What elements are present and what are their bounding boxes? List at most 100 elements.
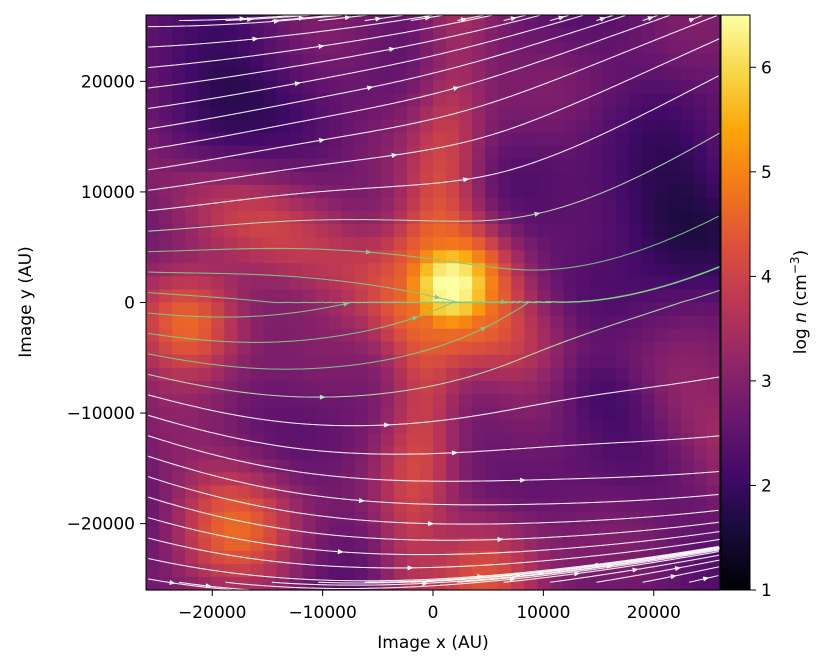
heatmap-cell [289, 197, 304, 212]
heatmap-cell [550, 459, 565, 473]
heatmap-cell [706, 380, 721, 395]
heatmap-cell [589, 407, 604, 421]
heatmap-cell [393, 289, 408, 304]
heatmap-cell [276, 237, 291, 251]
heatmap-cell [667, 341, 682, 356]
streamline-arrow [537, 570, 545, 576]
heatmap-cell [446, 250, 460, 264]
heatmap-cell [380, 184, 395, 199]
heatmap-cell [589, 433, 604, 447]
heatmap-cell [211, 145, 225, 160]
heatmap-cell [419, 433, 434, 447]
heatmap-cell [446, 459, 460, 473]
heatmap-cell [667, 224, 682, 238]
heatmap-cell [433, 550, 447, 565]
heatmap-cell [354, 341, 369, 356]
heatmap-cell [446, 224, 460, 238]
heatmap-cell [628, 289, 643, 304]
heatmap-cell [459, 393, 473, 408]
heatmap-cell [654, 393, 669, 408]
heatmap-cell [237, 289, 251, 304]
heatmap-cell [172, 224, 186, 238]
x-axis-label: Image x (AU) [377, 633, 488, 653]
heatmap-cell [693, 407, 708, 421]
heatmap-cell [680, 407, 695, 421]
heatmap-cell [537, 511, 552, 526]
heatmap-cell [289, 380, 304, 395]
heatmap-cell [563, 54, 578, 68]
heatmap-cell [628, 576, 643, 591]
heatmap-cell [419, 537, 434, 552]
heatmap-cell [511, 263, 525, 277]
heatmap-cell [354, 250, 369, 264]
heatmap-cell [511, 132, 525, 147]
heatmap-cell [706, 67, 721, 81]
heatmap-cell [354, 80, 369, 95]
heatmap-cell [406, 380, 421, 395]
heatmap-cell [524, 315, 538, 330]
heatmap-cell [693, 54, 708, 68]
heatmap-cell [380, 341, 395, 356]
heatmap-cell [706, 41, 721, 55]
heatmap-cell [211, 237, 225, 251]
heatmap-cell [419, 315, 434, 330]
heatmap-cell [393, 563, 408, 578]
heatmap-cell [472, 524, 486, 539]
heatmap-cell [172, 250, 186, 264]
heatmap-cell [367, 132, 382, 147]
heatmap-cell [654, 250, 669, 264]
heatmap-cell [485, 289, 499, 304]
heatmap-cell [172, 171, 186, 186]
heatmap-cell [472, 263, 486, 277]
heatmap-cell [406, 472, 421, 487]
heatmap-cell [433, 119, 447, 134]
heatmap-cell [537, 446, 552, 460]
heatmap-cell [198, 576, 212, 591]
heatmap-cell [615, 420, 630, 434]
heatmap-cell [302, 28, 317, 42]
heatmap-cell [433, 315, 447, 330]
colorbar [720, 14, 751, 591]
heatmap-cell [680, 393, 695, 408]
heatmap-cell [550, 184, 565, 199]
heatmap-cell [446, 537, 460, 552]
heatmap-cell [406, 54, 421, 68]
heatmap-cell [563, 485, 578, 500]
heatmap-cell [485, 524, 499, 539]
colorbar-tick-label: 5 [761, 163, 772, 183]
heatmap-cell [641, 302, 656, 317]
heatmap-cell [172, 237, 186, 251]
heatmap-cell [237, 420, 251, 434]
heatmap-cell [472, 211, 486, 225]
heatmap-cell [172, 302, 186, 317]
heatmap-cell [446, 380, 460, 395]
heatmap-cell [289, 511, 304, 526]
heatmap-cell [224, 511, 238, 526]
heatmap-cell [602, 237, 617, 251]
heatmap-cell [419, 28, 434, 42]
heatmap-cell [211, 302, 225, 317]
heatmap-cell [550, 354, 565, 369]
heatmap-cell [237, 407, 251, 421]
heatmap-cell [224, 420, 238, 434]
heatmap-cell [146, 328, 160, 343]
heatmap-cell [211, 80, 225, 95]
heatmap-cell [328, 433, 343, 447]
heatmap-cell [472, 498, 486, 513]
streamline [148, 435, 719, 482]
heatmap-cell [667, 446, 682, 460]
x-tick-label: 0 [428, 603, 439, 623]
heatmap-cell [550, 446, 565, 460]
heatmap-cell [276, 80, 291, 95]
heatmap-cell [146, 289, 160, 304]
heatmap-cell [172, 380, 186, 395]
heatmap-cell [589, 237, 604, 251]
heatmap-cell [315, 80, 330, 95]
heatmap-cell [563, 184, 578, 199]
heatmap-cell [446, 106, 460, 121]
heatmap-cell [628, 184, 643, 199]
heatmap-cell [380, 289, 395, 304]
heatmap-cell [693, 250, 708, 264]
heatmap-cell [198, 354, 212, 369]
